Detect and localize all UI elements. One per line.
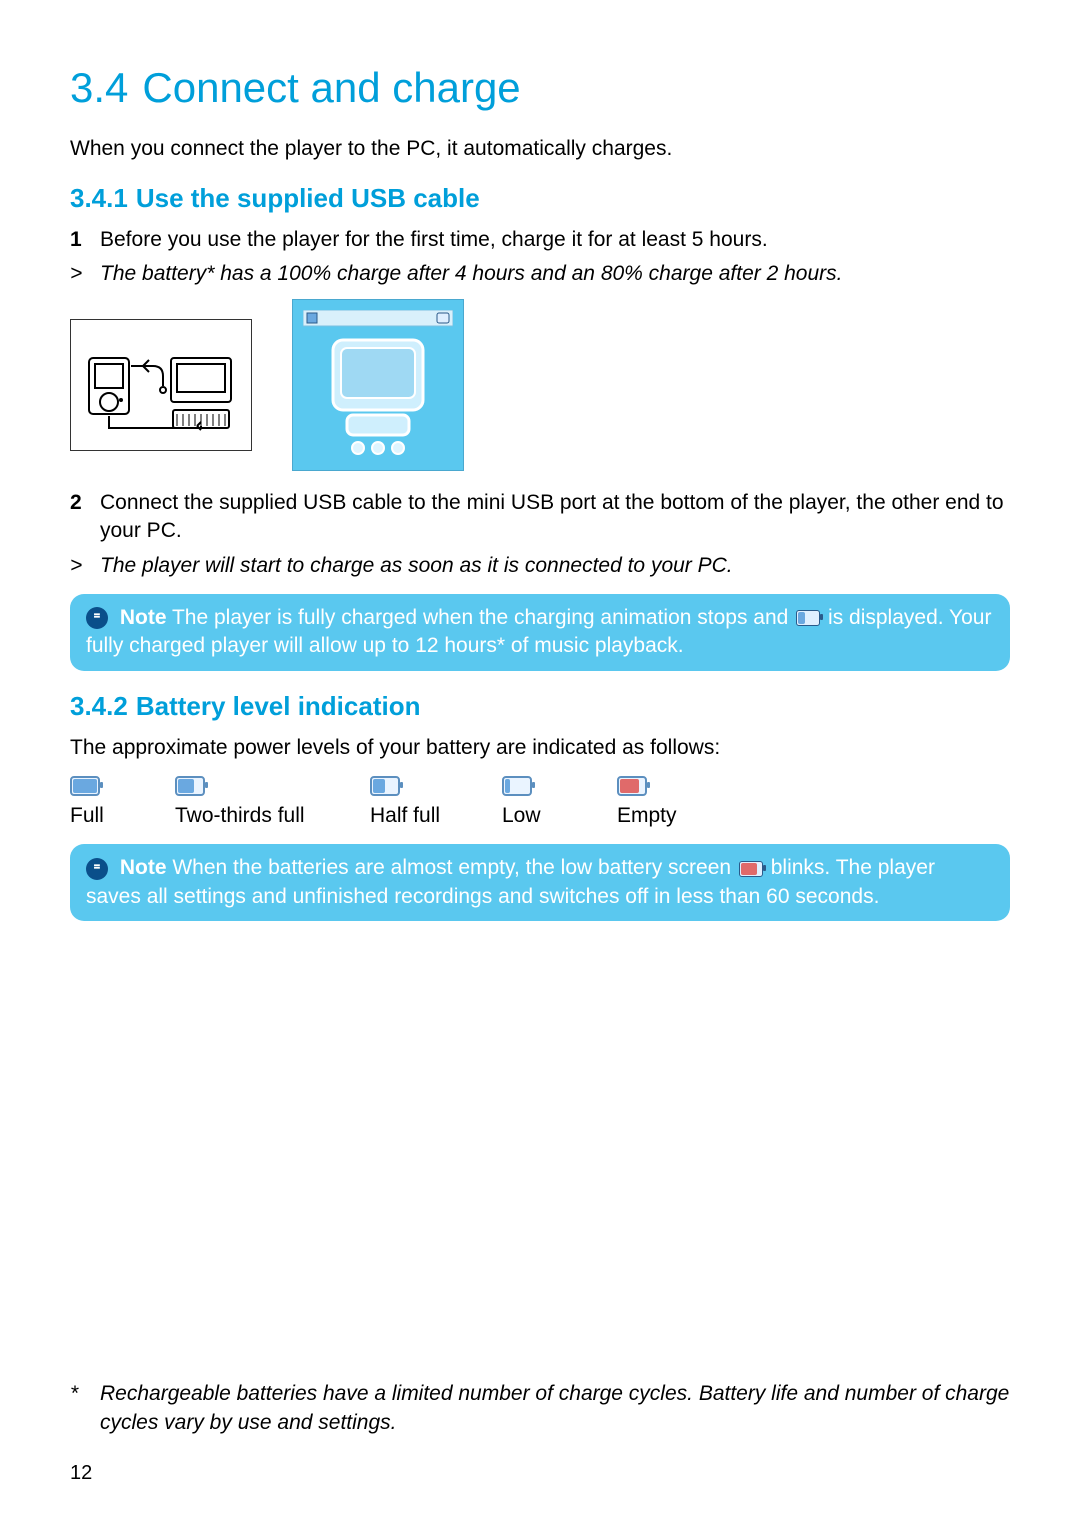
section-intro: When you connect the player to the PC, i… bbox=[70, 135, 1010, 163]
battery-level-label: Half full bbox=[370, 802, 440, 830]
step-text: Before you use the player for the first … bbox=[100, 226, 1010, 254]
step-text: Connect the supplied USB cable to the mi… bbox=[100, 489, 1010, 546]
page-number: 12 bbox=[70, 1460, 92, 1487]
subsection-title: Use the supplied USB cable bbox=[136, 183, 480, 213]
result-marker: > bbox=[70, 552, 100, 580]
battery-icon bbox=[796, 610, 820, 626]
note-text: The player is fully charged when the cha… bbox=[172, 606, 794, 629]
subsection-title: Battery level indication bbox=[136, 691, 421, 721]
result-text: The player will start to charge as soon … bbox=[100, 552, 1010, 580]
subsection-heading-2: 3.4.2 Battery level indication bbox=[70, 689, 1010, 724]
battery-level-label: Empty bbox=[617, 802, 677, 830]
battery-level-label: Two-thirds full bbox=[175, 802, 305, 830]
result-text: The battery* has a 100% charge after 4 h… bbox=[100, 260, 1010, 288]
step-number: 2 bbox=[70, 489, 100, 546]
battery-level-label: Full bbox=[70, 802, 104, 830]
subsection-heading-1: 3.4.1 Use the supplied USB cable bbox=[70, 181, 1010, 216]
battery-level-column: Half full bbox=[370, 776, 502, 830]
note-text: When the batteries are almost empty, the… bbox=[172, 856, 737, 879]
battery-level-column: Full bbox=[70, 776, 175, 830]
note-callout: Note The player is fully charged when th… bbox=[70, 594, 1010, 671]
section-number: 3.4 bbox=[70, 64, 128, 111]
illustration-row bbox=[70, 299, 1010, 471]
battery-icon bbox=[70, 776, 100, 796]
footnote-text: Rechargeable batteries have a limited nu… bbox=[100, 1380, 1010, 1437]
battery-icon bbox=[370, 776, 400, 796]
battery-icon bbox=[502, 776, 532, 796]
note-icon bbox=[86, 858, 108, 880]
subsection-intro: The approximate power levels of your bat… bbox=[70, 734, 1010, 762]
battery-icon bbox=[617, 776, 647, 796]
note-label: Note bbox=[120, 606, 167, 629]
step-list: 2 Connect the supplied USB cable to the … bbox=[70, 489, 1010, 580]
list-item: > The player will start to charge as soo… bbox=[70, 552, 1010, 580]
result-marker: > bbox=[70, 260, 100, 288]
battery-level-label: Low bbox=[502, 802, 541, 830]
note-icon bbox=[86, 607, 108, 629]
note-label: Note bbox=[120, 856, 167, 879]
subsection-number: 3.4.1 bbox=[70, 183, 128, 213]
note-callout: Note When the batteries are almost empty… bbox=[70, 844, 1010, 921]
section-title: Connect and charge bbox=[142, 64, 520, 111]
battery-level-column: Two-thirds full bbox=[175, 776, 370, 830]
list-item: 2 Connect the supplied USB cable to the … bbox=[70, 489, 1010, 546]
battery-level-column: Empty bbox=[617, 776, 767, 830]
step-list: 1 Before you use the player for the firs… bbox=[70, 226, 1010, 289]
battery-icon bbox=[175, 776, 205, 796]
battery-level-column: Low bbox=[502, 776, 617, 830]
list-item: 1 Before you use the player for the firs… bbox=[70, 226, 1010, 254]
battery-level-table: Full Two-thirds full Half full Low Empty bbox=[70, 776, 1010, 830]
step-number: 1 bbox=[70, 226, 100, 254]
section-heading: 3.4 Connect and charge bbox=[70, 60, 1010, 117]
usb-connection-diagram bbox=[70, 319, 252, 451]
pc-window-illustration bbox=[292, 299, 464, 471]
footnote: * Rechargeable batteries have a limited … bbox=[70, 1380, 1010, 1437]
list-item: > The battery* has a 100% charge after 4… bbox=[70, 260, 1010, 288]
subsection-number: 3.4.2 bbox=[70, 691, 128, 721]
battery-icon bbox=[739, 861, 763, 877]
footnote-marker: * bbox=[70, 1380, 100, 1437]
